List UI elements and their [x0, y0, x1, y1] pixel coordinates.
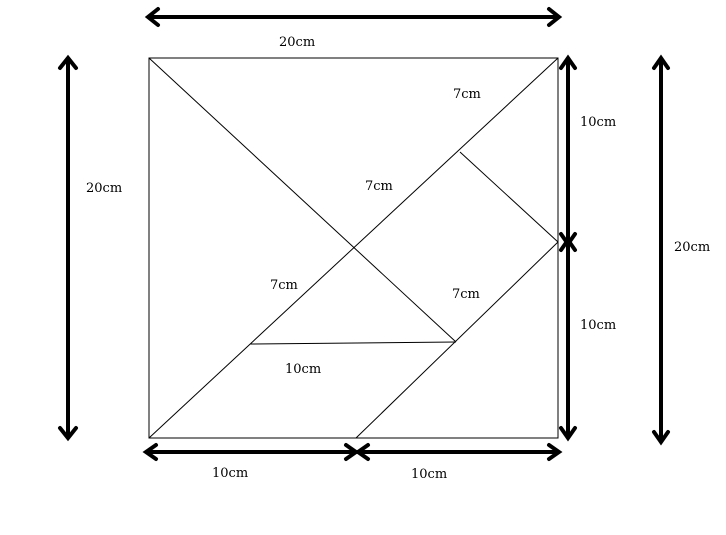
label-right-height: 20cm: [674, 240, 710, 255]
label-bottom-left: 10cm: [212, 466, 248, 481]
label-diag-right: 7cm: [452, 287, 480, 302]
square-piece-edge: [459, 151, 559, 243]
label-top-width: 20cm: [279, 35, 315, 50]
diagonal-bottom-left: [148, 57, 559, 439]
label-inner-base: 10cm: [285, 362, 321, 377]
left-dimension-arrow: [58, 54, 78, 442]
outer-square: [148, 57, 559, 439]
label-bottom-right: 10cm: [411, 467, 447, 482]
inner-base-line: [249, 341, 457, 345]
bottom-left-dimension-arrow: [142, 443, 360, 461]
label-diag-left: 7cm: [270, 278, 298, 293]
diagonal-top-left: [148, 57, 457, 343]
label-left-height: 20cm: [86, 181, 122, 196]
right-upper-dimension-arrow: [559, 54, 577, 248]
bottom-right-dimension-arrow: [354, 443, 563, 461]
label-diag-top: 7cm: [453, 87, 481, 102]
top-dimension-arrow: [144, 7, 563, 27]
label-right-lower: 10cm: [580, 318, 616, 333]
parallelogram-edge: [355, 241, 559, 439]
label-diag-mid: 7cm: [365, 179, 393, 194]
label-right-upper: 10cm: [580, 115, 616, 130]
far-right-dimension-arrow: [652, 54, 670, 446]
right-lower-dimension-arrow: [559, 236, 577, 442]
